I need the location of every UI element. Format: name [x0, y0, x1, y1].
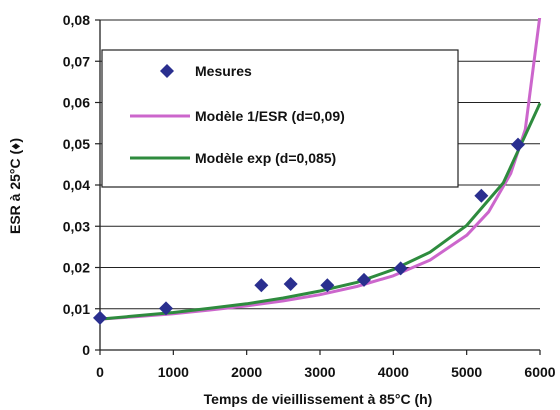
y-tick-label: 0,07 — [63, 53, 90, 69]
y-tick-label: 0 — [82, 342, 90, 358]
data-point — [320, 278, 335, 293]
legend: Mesures Modèle 1/ESR (d=0,09) Modèle exp… — [101, 49, 459, 188]
data-point — [393, 261, 408, 276]
y-tick-label: 0,05 — [63, 136, 90, 152]
y-tick-label: 0,08 — [63, 12, 90, 28]
data-point — [357, 272, 371, 287]
y-tick-label: 0,01 — [63, 301, 90, 317]
data-point — [93, 310, 107, 325]
x-tick-label: 1000 — [158, 364, 189, 380]
axes — [95, 19, 541, 355]
series-line-2 — [100, 102, 542, 321]
x-tick-label: 3000 — [304, 364, 335, 380]
data-point — [511, 137, 525, 152]
x-tick-label: 5000 — [451, 364, 482, 380]
legend-label-exp: Modèle exp (d=0,085) — [195, 150, 336, 166]
x-tick-label: 6000 — [524, 364, 555, 380]
data-point — [254, 278, 269, 293]
legend-label-mesures: Mesures — [195, 63, 252, 79]
legend-marker-mesures — [160, 64, 174, 78]
x-tick-label: 2000 — [231, 364, 262, 380]
legend-box — [101, 49, 459, 188]
y-tick-label: 0,06 — [63, 95, 90, 111]
y-tick-label: 0,04 — [63, 177, 90, 193]
x-axis-title: Temps de vieillissement à 85°C (h) — [204, 391, 433, 407]
tick-labels: 0 0,01 0,02 0,03 0,04 0,05 0,06 0,07 0,08 0 1000 20… — [63, 12, 556, 380]
y-axis-title: ESR à 25°C (♦) — [7, 138, 23, 234]
y-tick-label: 0,03 — [63, 218, 90, 234]
series-lines — [100, 18, 542, 321]
x-tick-label: 4000 — [378, 364, 409, 380]
legend-label-1esr: Modèle 1/ESR (d=0,09) — [195, 108, 345, 124]
x-tick-label: 0 — [96, 364, 104, 380]
data-point — [283, 277, 298, 291]
data-points — [93, 137, 525, 325]
y-tick-label: 0,02 — [63, 260, 90, 276]
data-point — [159, 301, 173, 316]
data-point — [474, 188, 489, 203]
